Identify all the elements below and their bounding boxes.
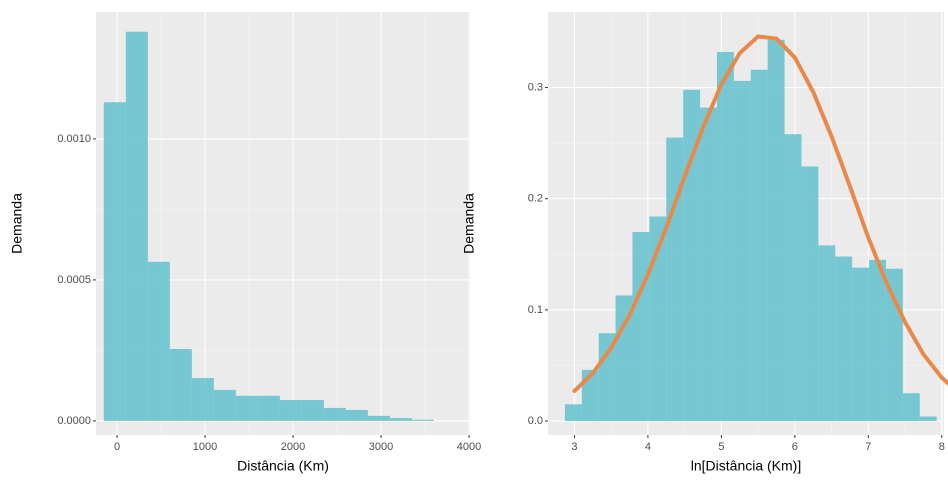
x-tick-label: 8 [939,441,945,453]
x-axis-title: ln[Distância (Km)] [691,458,801,474]
bar [767,39,785,421]
bar [191,378,214,421]
bar [750,69,768,421]
bar [213,389,236,421]
x-axis-title: Distância (Km) [237,458,329,474]
x-tick-label: 4 [645,441,651,453]
bar [367,415,390,421]
x-tick-label: 2000 [281,441,305,453]
density-curve [572,34,948,393]
bar [103,102,126,421]
y-axis-title: Demanda [9,193,25,254]
bar [733,80,751,421]
bar [125,31,148,421]
bar [235,395,258,421]
x-tick-label: 4000 [457,441,481,453]
bar [666,137,684,421]
bar [169,348,192,421]
x-tick-label: 5 [718,441,724,453]
bar [411,419,434,421]
bar [147,261,170,421]
bar [598,333,616,421]
bar [632,232,650,421]
y-axis-title: Demanda [461,193,477,254]
x-tick-label: 3 [571,441,577,453]
bar [257,395,280,421]
bar [784,134,802,421]
x-tick-label: 3000 [369,441,393,453]
bar [801,166,819,421]
y-tick-label: 0.1 [528,304,543,316]
bar [818,245,836,421]
y-tick-label: 0.3 [528,81,543,93]
bar [869,259,886,421]
bar [615,295,633,421]
bar [581,369,599,421]
x-tick-label: 6 [792,441,798,453]
x-tick-label: 1000 [193,441,217,453]
bar [345,409,368,421]
bar [564,404,582,421]
y-tick-label: 0.0010 [57,133,91,145]
x-tick-label: 0 [114,441,120,453]
bar [279,400,302,421]
bar [389,418,412,421]
bar [919,416,937,421]
bar [649,216,667,421]
bar [700,107,717,421]
bar [902,393,920,421]
y-tick-label: 0.2 [528,193,543,205]
y-tick-label: 0.0000 [57,415,91,427]
x-tick-label: 7 [865,441,871,453]
bar [835,256,853,421]
bar [852,267,870,421]
bar [323,407,346,421]
bar [301,400,324,421]
y-tick-label: 0.0 [528,415,543,427]
bar [716,52,734,421]
y-tick-label: 0.0005 [57,274,91,286]
